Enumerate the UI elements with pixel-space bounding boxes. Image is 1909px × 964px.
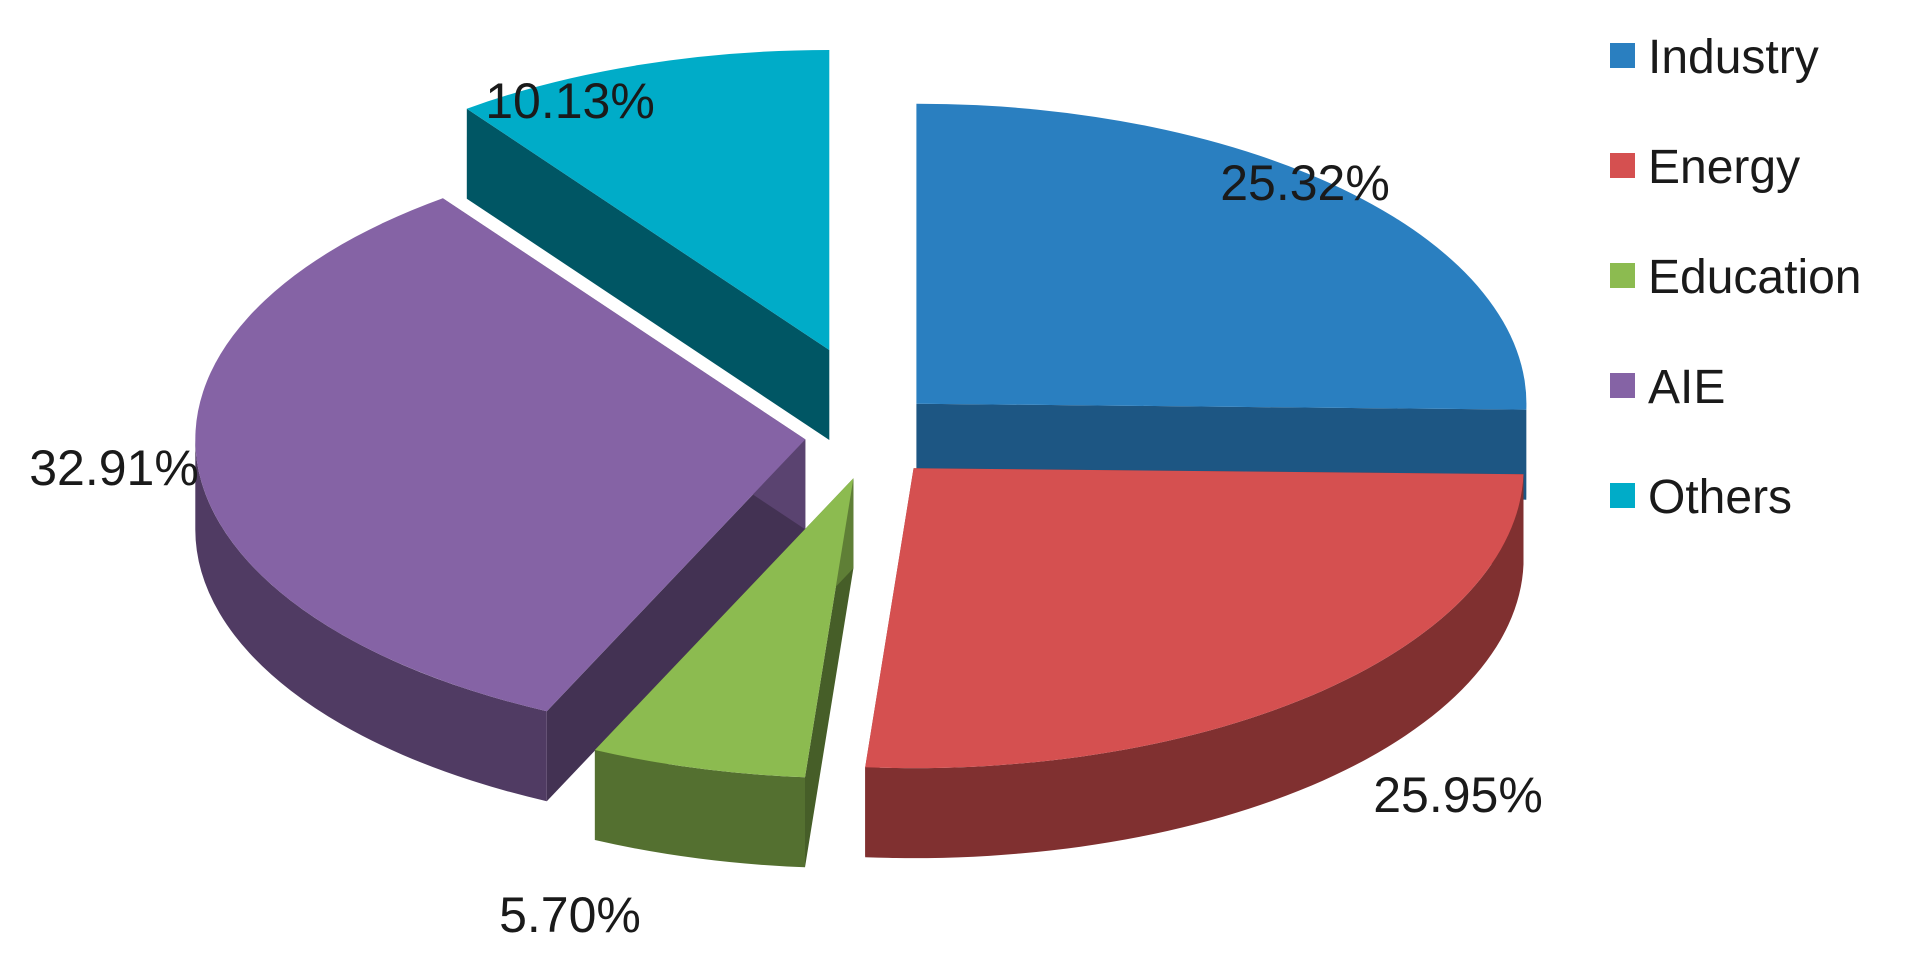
slice-education-rim bbox=[594, 750, 805, 868]
legend-swatch-others bbox=[1610, 483, 1635, 508]
slice-others bbox=[466, 49, 830, 440]
slice-education-top bbox=[594, 478, 854, 778]
slice-energy-top bbox=[865, 468, 1524, 769]
legend-label-energy: Energy bbox=[1648, 141, 1800, 194]
data-label-education: 5.70% bbox=[499, 887, 641, 943]
slice-education bbox=[594, 478, 854, 868]
slice-energy bbox=[865, 468, 1524, 859]
slice-energy-rim bbox=[865, 474, 1524, 859]
legend-label-aie: AIE bbox=[1648, 361, 1725, 414]
slice-industry-top bbox=[916, 103, 1527, 410]
data-label-others: 10.13% bbox=[485, 73, 655, 129]
slice-others-wall-start bbox=[466, 108, 830, 440]
slice-others-top bbox=[466, 49, 830, 350]
slice-aie-wall-start bbox=[546, 439, 806, 802]
legend-swatch-energy bbox=[1610, 153, 1635, 178]
legend-label-others: Others bbox=[1648, 471, 1792, 524]
slice-aie bbox=[195, 198, 806, 802]
legend-swatch-education bbox=[1610, 263, 1635, 288]
slice-aie-top bbox=[195, 198, 806, 712]
data-label-aie: 32.91% bbox=[29, 440, 199, 496]
data-label-industry: 25.32% bbox=[1220, 155, 1390, 211]
slice-aie-rim bbox=[195, 439, 547, 802]
data-labels: 25.32% 25.95% 5.70% 32.91% 10.13% bbox=[29, 73, 1543, 943]
legend-swatch-aie bbox=[1610, 373, 1635, 398]
legend-label-industry: Industry bbox=[1648, 31, 1819, 84]
legend-swatch-industry bbox=[1610, 43, 1635, 68]
data-label-energy: 25.95% bbox=[1373, 767, 1543, 823]
pie-slices bbox=[195, 49, 1527, 868]
legend: Industry Energy Education AIE Others bbox=[1610, 31, 1862, 524]
legend-label-education: Education bbox=[1648, 251, 1862, 304]
